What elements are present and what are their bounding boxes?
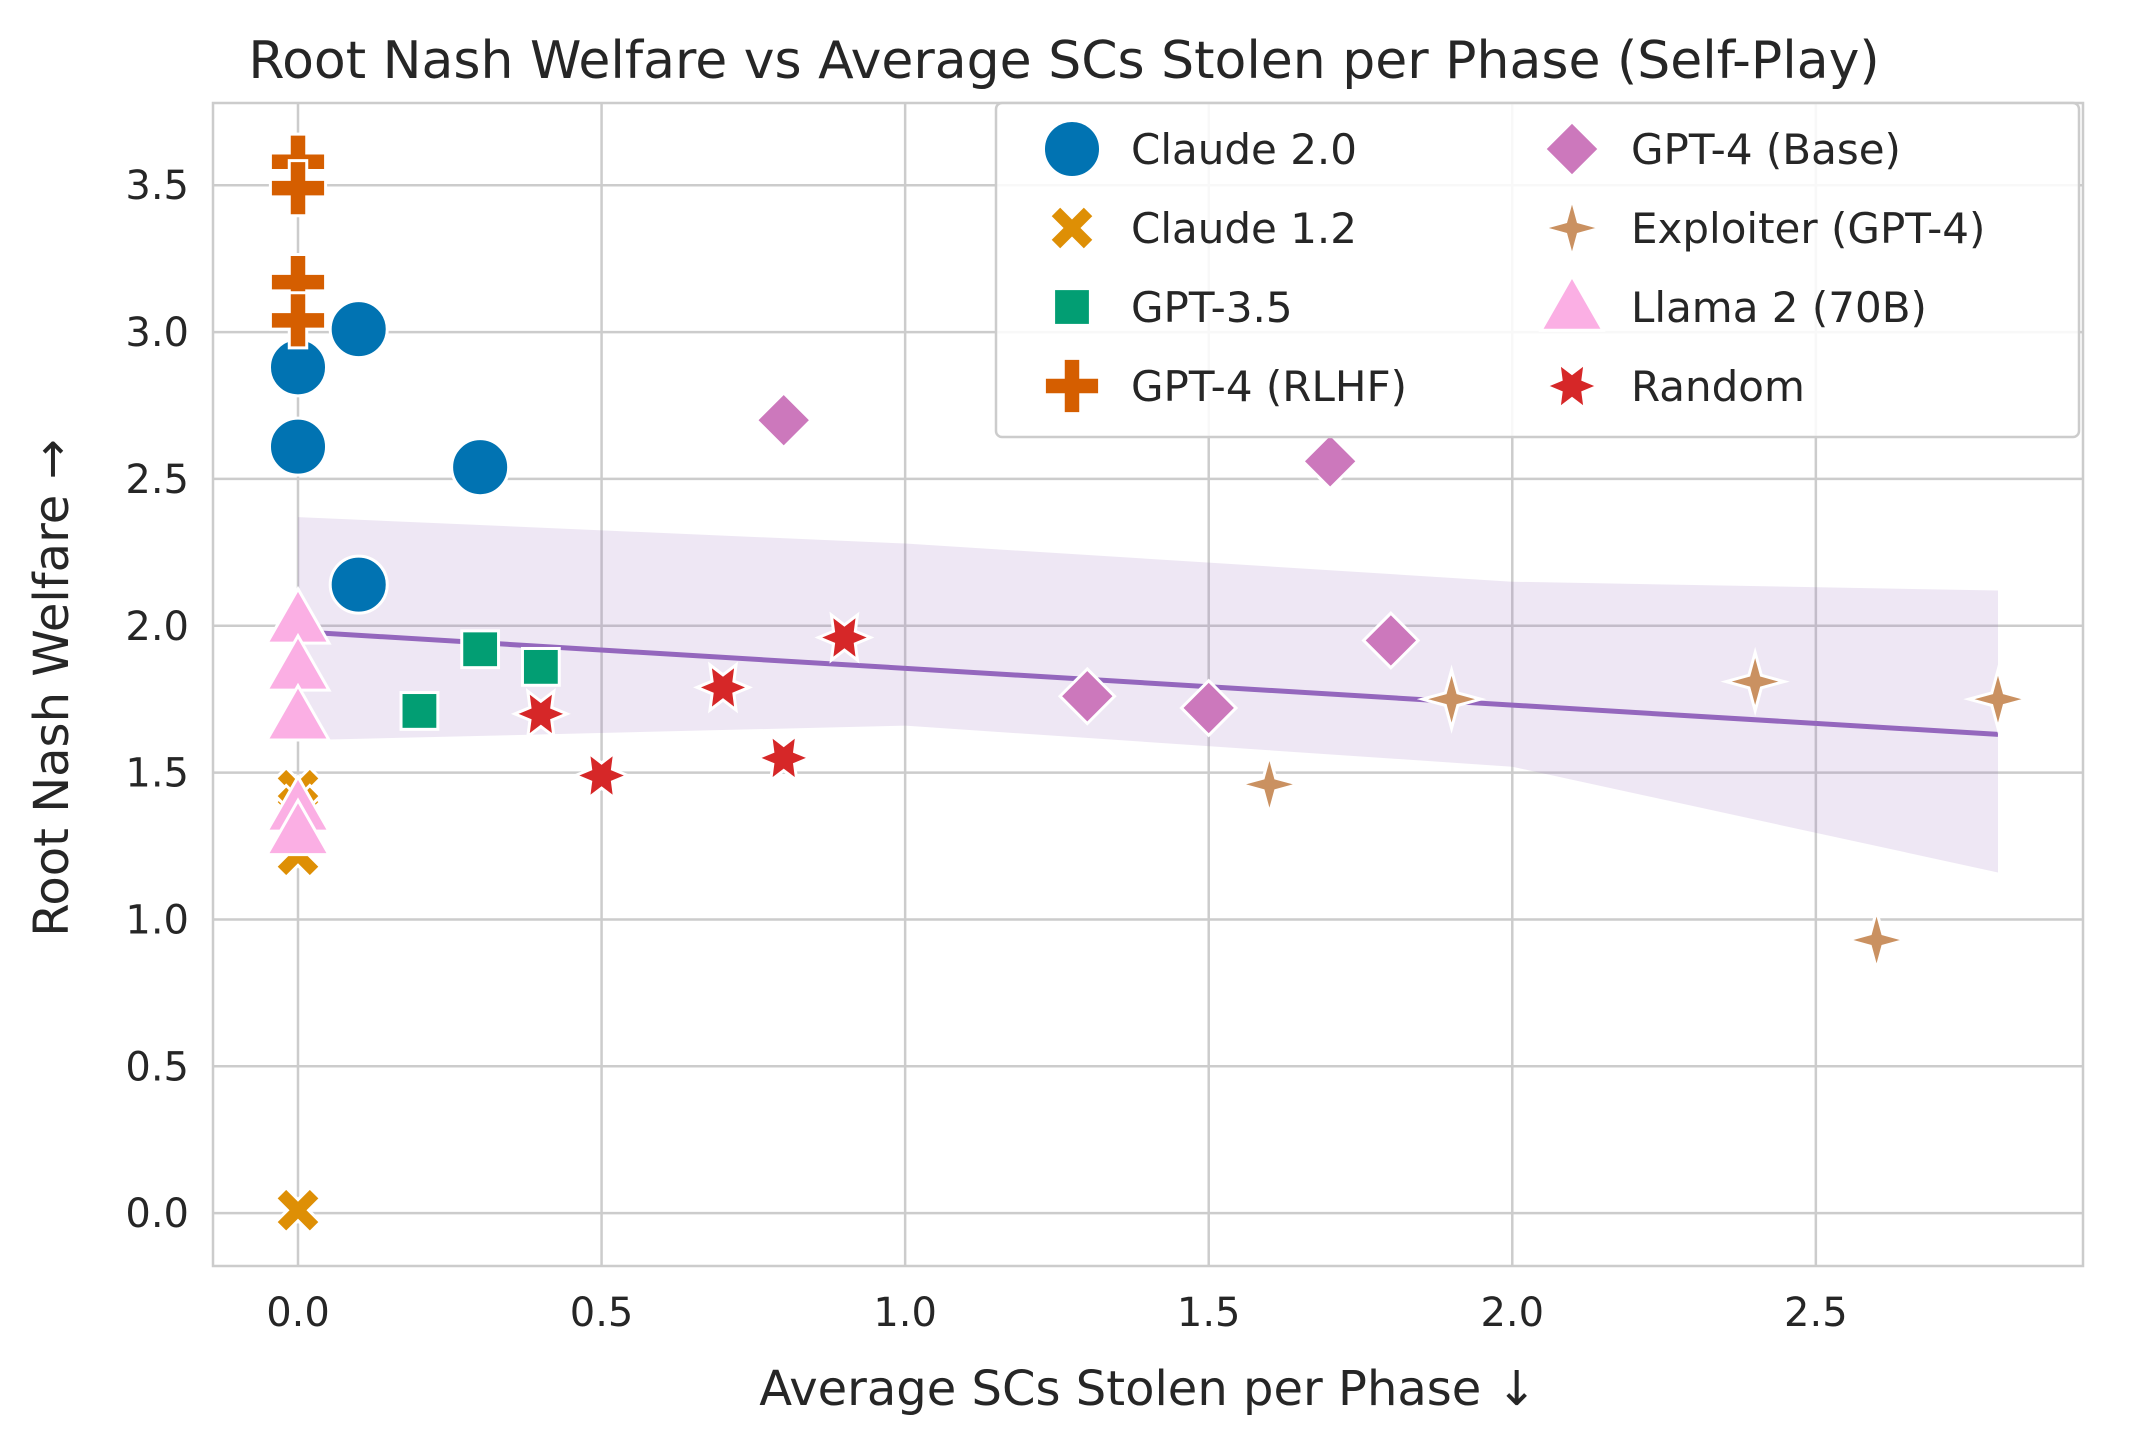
data-point <box>268 159 328 218</box>
legend-entry: GPT-4 (RLHF) <box>1042 356 1407 416</box>
data-point <box>399 691 440 731</box>
x-tick-label: 0.0 <box>266 1290 330 1336</box>
series-llama-2-70b <box>264 585 332 857</box>
legend: Claude 2.0 Claude 1.2 GPT-3.5 GPT-4 (RLHF) G… <box>994 101 2081 439</box>
legend-label: GPT-3.5 <box>1131 283 1293 332</box>
series-random <box>510 611 875 802</box>
data-point <box>460 629 501 670</box>
data-point <box>328 554 389 615</box>
data-point <box>1963 664 2033 734</box>
data-point <box>754 390 814 450</box>
legend-label: GPT-4 (Base) <box>1631 125 1901 174</box>
y-tick-label: 2.0 <box>125 604 189 650</box>
y-tick-label: 3.0 <box>125 310 189 356</box>
regression-layer <box>297 629 1999 737</box>
legend-entry: Llama 2 (70B) <box>1538 272 1927 332</box>
data-point <box>273 1185 323 1235</box>
chart-title: Root Nash Welfare vs Average SCs Stolen … <box>248 31 1879 91</box>
legend-marker <box>1047 203 1097 253</box>
legend-label: GPT-4 (RLHF) <box>1131 362 1407 411</box>
y-tick-label: 0.5 <box>125 1044 189 1090</box>
data-point <box>1720 646 1790 717</box>
legend-marker <box>1538 272 1606 332</box>
legend-entry: Claude 2.0 <box>1041 118 1357 180</box>
data-point <box>450 437 511 498</box>
legend-entry: Claude 1.2 <box>1047 203 1357 253</box>
legend-label: Claude 2.0 <box>1131 125 1357 174</box>
legend-marker <box>1537 193 1607 263</box>
x-tick-label: 2.0 <box>1480 1290 1544 1336</box>
y-tick-label: 1.0 <box>125 897 189 943</box>
data-point <box>264 797 332 857</box>
x-tick-label: 1.5 <box>1177 1290 1241 1336</box>
x-tick-label: 2.5 <box>1784 1290 1848 1336</box>
legend-marker <box>1542 119 1602 179</box>
y-tick-label: 2.5 <box>125 457 189 503</box>
data-point <box>1234 749 1305 820</box>
legend-label: Llama 2 (70B) <box>1631 283 1927 332</box>
data-point <box>1841 905 1912 975</box>
legend-label: Random <box>1631 362 1805 411</box>
data-point <box>1361 611 1421 670</box>
confidence-band <box>298 517 1998 873</box>
series-claude-2-0 <box>267 299 511 615</box>
y-tick-label: 0.0 <box>125 1191 189 1237</box>
legend-entry: GPT-3.5 <box>1052 283 1293 332</box>
data-point <box>1300 431 1360 491</box>
regression-line <box>297 629 1999 737</box>
series-exploiter-gpt-4 <box>1234 646 2033 975</box>
data-point <box>1179 678 1239 738</box>
data-point <box>267 416 329 477</box>
legend-marker <box>1042 356 1102 416</box>
y-tick-label: 1.5 <box>125 751 189 797</box>
data-points <box>264 132 2033 1235</box>
data-point <box>520 646 561 687</box>
x-axis-label: Average SCs Stolen per Phase ↓ <box>759 1361 1537 1417</box>
y-axis-label: Root Nash Welfare → <box>24 439 80 937</box>
legend-marker <box>1041 118 1103 180</box>
legend-entry: Random <box>1542 360 1805 412</box>
series-gpt-4-rlhf <box>268 132 328 350</box>
y-tick-label: 3.5 <box>125 163 189 209</box>
confidence-band-layer <box>298 517 1998 873</box>
legend-entry: GPT-4 (Base) <box>1542 119 1901 179</box>
legend-marker <box>1052 287 1092 327</box>
data-point <box>264 682 332 742</box>
x-tick-label: 0.5 <box>570 1290 634 1336</box>
series-gpt-4-base <box>754 390 1421 738</box>
data-point <box>753 731 814 784</box>
data-point <box>1057 666 1117 726</box>
data-point <box>268 291 328 350</box>
data-point <box>571 749 632 802</box>
legend-label: Exploiter (GPT-4) <box>1631 204 1985 253</box>
data-point <box>693 661 753 714</box>
data-point <box>328 299 389 360</box>
legend-entry: Exploiter (GPT-4) <box>1537 193 1985 263</box>
legend-marker <box>1542 360 1602 412</box>
legend-label: Claude 1.2 <box>1131 204 1357 253</box>
data-point <box>510 687 571 740</box>
legend-box <box>994 101 2081 439</box>
series-gpt-3-5 <box>399 629 561 731</box>
data-point <box>814 611 875 664</box>
data-point <box>1416 664 1487 734</box>
x-tick-label: 1.0 <box>873 1290 937 1336</box>
tick-labels: 0.0 0.5 1.0 1.5 2.0 2.5 0.0 0.5 1.0 1.5 2.0 2.5 3.0 3… <box>125 163 1847 1336</box>
